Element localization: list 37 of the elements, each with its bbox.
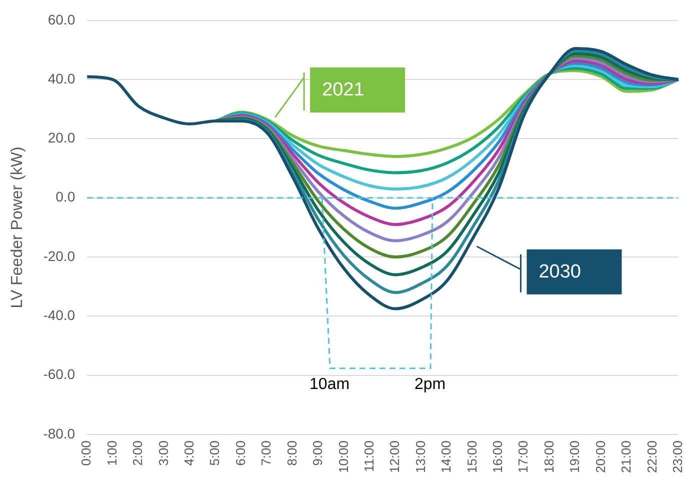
x-tick-label: 18:00 [541,440,556,474]
y-tick-label: 20.0 [48,130,76,146]
x-tick-label: 19:00 [567,440,582,474]
y-tick-label: -40.0 [43,307,76,324]
x-tick-label: 8:00 [284,440,300,466]
legend-label: 2030 [538,262,582,283]
x-tick-label: 17:00 [516,440,531,474]
y-tick-label: 40.0 [48,70,76,86]
x-tick-label: 20:00 [592,440,608,474]
x-tick-label: 3:00 [156,440,171,466]
legend-label: 2021 [322,80,364,101]
x-tick-label: 7:00 [258,440,274,466]
x-tick-label: 6:00 [232,440,248,466]
x-tick-label: 22:00 [644,440,660,474]
x-tick-label: 1:00 [104,440,120,466]
x-tick-label: 23:00 [670,440,685,474]
x-tick-label: 10:00 [336,440,351,474]
y-tick-label: -60.0 [43,366,76,382]
x-tick-label: 13:00 [412,440,428,474]
x-tick-label: 15:00 [464,440,480,474]
x-tick-label: 11:00 [361,440,376,472]
y-tick-label: 0.0 [56,188,76,205]
y-tick-label: 60.0 [48,11,76,28]
x-tick-label: 21:00 [618,440,634,474]
x-tick-label: 14:00 [438,440,454,474]
x-tick-label: 2:00 [130,440,146,466]
annotation: 10am [310,376,350,393]
y-axis-title: LV Feeder Power (kW) [9,146,26,308]
y-tick-label: -80.0 [43,425,76,442]
x-tick-label: 4:00 [182,440,197,466]
annotation: 2pm [414,376,446,393]
x-tick-label: 0:00 [78,440,94,466]
x-tick-label: 5:00 [207,440,222,466]
y-tick-label: -20.0 [43,248,76,264]
x-tick-label: 16:00 [490,440,506,474]
x-tick-label: 9:00 [310,440,326,466]
x-tick-label: 12:00 [387,440,402,474]
